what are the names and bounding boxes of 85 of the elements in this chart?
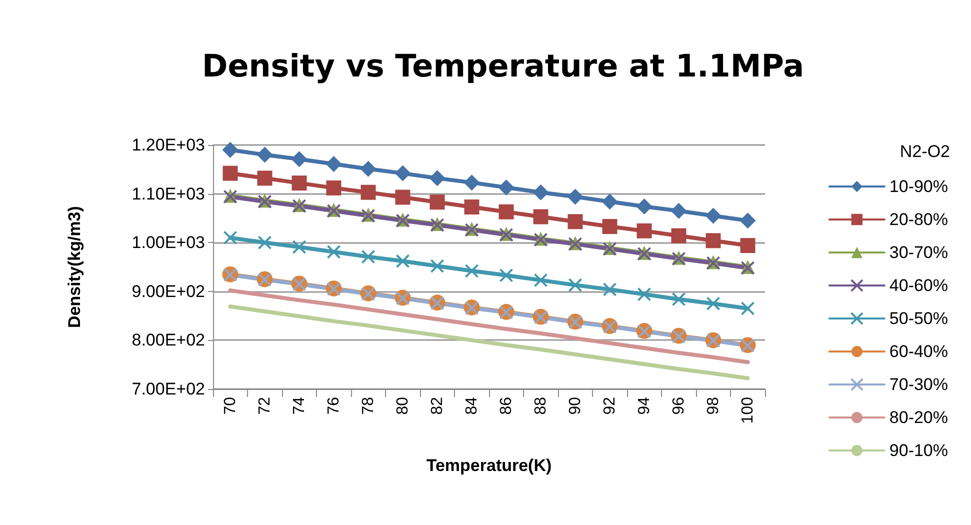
- point: [533, 209, 548, 224]
- legend-label: 70-30%: [889, 375, 948, 394]
- x-tick-label: 90: [566, 396, 584, 415]
- point: [430, 259, 444, 274]
- point: [636, 198, 652, 214]
- legend-label: 10-90%: [889, 177, 948, 196]
- legend-label: 40-60%: [889, 276, 948, 295]
- point: [568, 278, 582, 292]
- y-tick-label: 1.00E+03: [132, 233, 205, 252]
- legend-label: 90-10%: [889, 441, 948, 460]
- y-tick-label: 8.00E+02: [132, 330, 205, 350]
- x-tick-label: 70: [222, 396, 239, 415]
- x-tick-label: 80: [394, 396, 412, 415]
- legend-label: 60-40%: [889, 342, 948, 361]
- point: [291, 151, 308, 168]
- point: [395, 190, 410, 205]
- point: [671, 228, 686, 244]
- point: [394, 165, 411, 182]
- point: [430, 194, 445, 210]
- x-tick-label: 82: [428, 396, 446, 415]
- point: [326, 156, 342, 172]
- point: [602, 194, 618, 210]
- point: [672, 292, 686, 306]
- y-axis-title: Density(kg/m3): [65, 206, 84, 328]
- x-tick-label: 84: [463, 396, 480, 415]
- x-tick-label: 98: [704, 396, 722, 415]
- point: [256, 146, 273, 163]
- legend-label: 20-80%: [889, 210, 948, 229]
- y-tick-label: 9.00E+02: [132, 282, 205, 301]
- line-series: [228, 304, 750, 380]
- point: [499, 268, 514, 282]
- x-tick-label: 78: [360, 396, 377, 415]
- legend-label: 30-70%: [889, 243, 948, 262]
- point: [326, 244, 341, 259]
- legend-label: 50-50%: [889, 309, 948, 328]
- point: [360, 184, 376, 200]
- x-tick-label: 94: [636, 396, 653, 415]
- x-axis-title: Temperature(K): [426, 456, 552, 475]
- point: [637, 287, 652, 302]
- point: [706, 296, 720, 311]
- point: [258, 236, 272, 250]
- point: [567, 188, 584, 205]
- point: [464, 264, 479, 278]
- point: [534, 273, 548, 288]
- x-tick-label: 96: [670, 396, 688, 415]
- line-series: [228, 288, 750, 364]
- y-tick-label: 1.10E+03: [132, 184, 205, 204]
- point: [740, 301, 755, 316]
- point: [360, 160, 376, 177]
- chart-title: Density vs Temperature at 1.1MPa: [202, 48, 804, 84]
- point: [498, 179, 514, 196]
- y-tick-label: 7.00E+02: [132, 380, 205, 398]
- point: [670, 202, 687, 219]
- x-tick-label: 72: [256, 396, 274, 415]
- legend-label: 80-20%: [889, 408, 948, 427]
- point: [602, 282, 617, 296]
- point: [498, 204, 514, 220]
- point: [326, 180, 342, 196]
- point: [740, 238, 756, 254]
- point: [429, 170, 446, 186]
- y-tick-label: 1.20E+03: [132, 136, 205, 154]
- x-tick-label: 76: [325, 396, 342, 415]
- point: [257, 170, 272, 186]
- point: [740, 212, 756, 229]
- point: [602, 218, 618, 234]
- x-tick-label: 74: [290, 396, 308, 415]
- point: [636, 223, 652, 238]
- point: [361, 250, 376, 264]
- x-tick-label: 100: [739, 396, 756, 424]
- point: [222, 166, 238, 181]
- point: [223, 230, 238, 245]
- point: [292, 240, 306, 254]
- point: [464, 174, 480, 191]
- point: [222, 142, 238, 158]
- point: [705, 208, 722, 224]
- point: [396, 254, 410, 268]
- point: [568, 214, 583, 230]
- point: [532, 184, 549, 200]
- point: [292, 176, 307, 191]
- point: [706, 233, 721, 248]
- point: [464, 199, 480, 214]
- x-tick-label: 86: [498, 396, 515, 415]
- x-tick-label: 92: [601, 396, 618, 415]
- legend-title: N2-O2: [900, 142, 950, 161]
- x-tick-label: 88: [532, 396, 550, 415]
